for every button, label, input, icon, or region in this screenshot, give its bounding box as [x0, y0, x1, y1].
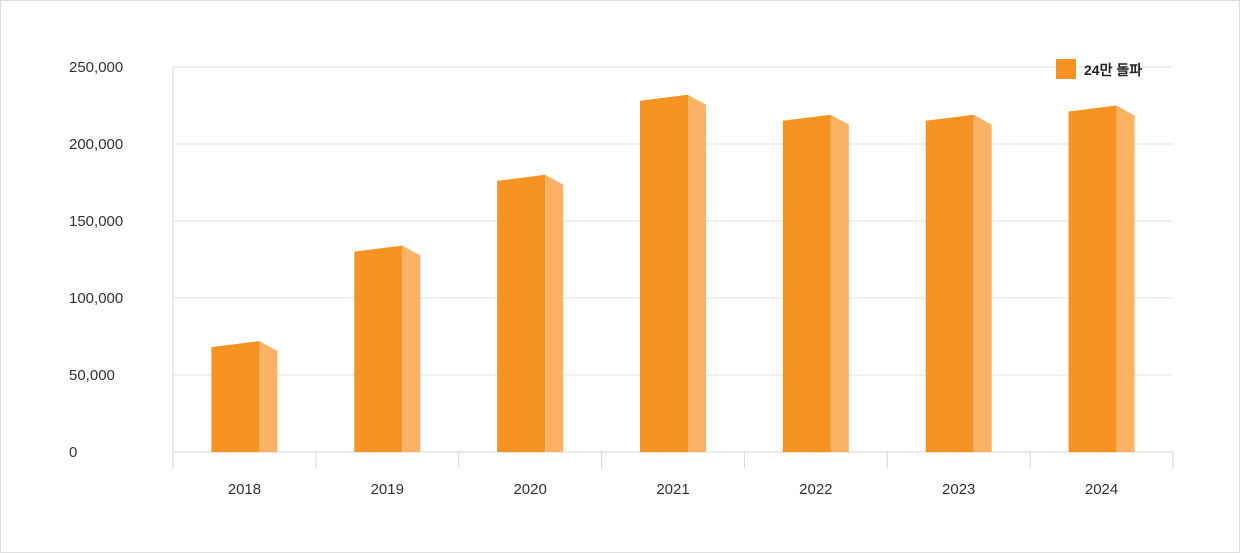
x-tick-label: 2019	[371, 481, 404, 498]
y-tick-label: 250,000	[69, 59, 123, 76]
axes: 0 50,000 100,000 150,000 200,000 250,000 2018 2…	[69, 59, 1174, 498]
bar-side	[1116, 105, 1135, 452]
bar-front	[925, 114, 974, 453]
bar-side	[830, 114, 849, 453]
y-tick-label: 200,000	[69, 136, 123, 153]
bar-side	[973, 114, 992, 453]
bar-front	[1068, 105, 1117, 452]
bar-side	[688, 94, 706, 452]
bar-front	[782, 114, 831, 453]
y-tick-label: 0	[69, 444, 77, 461]
bar-front	[640, 94, 688, 452]
legend-label: 24만 돌파	[1084, 62, 1142, 78]
y-tick-label: 150,000	[69, 213, 123, 230]
bar-front	[211, 341, 260, 452]
x-tick-label: 2023	[942, 481, 975, 498]
bar-side	[259, 341, 278, 452]
y-tick-label: 50,000	[69, 367, 115, 384]
bar-front	[497, 174, 546, 453]
bars	[211, 94, 1135, 453]
x-tick-label: 2018	[228, 481, 261, 498]
y-tick-label: 100,000	[69, 290, 123, 307]
legend-swatch	[1056, 59, 1076, 79]
x-tick-label: 2020	[513, 481, 546, 498]
x-tick-label: 2022	[799, 481, 832, 498]
bar-front	[354, 245, 403, 452]
legend: 24만 돌파	[1056, 59, 1142, 79]
x-tick-label: 2024	[1085, 481, 1118, 498]
x-tick-label: 2021	[656, 481, 689, 498]
bar-side	[545, 174, 564, 453]
bar-side	[402, 245, 421, 452]
